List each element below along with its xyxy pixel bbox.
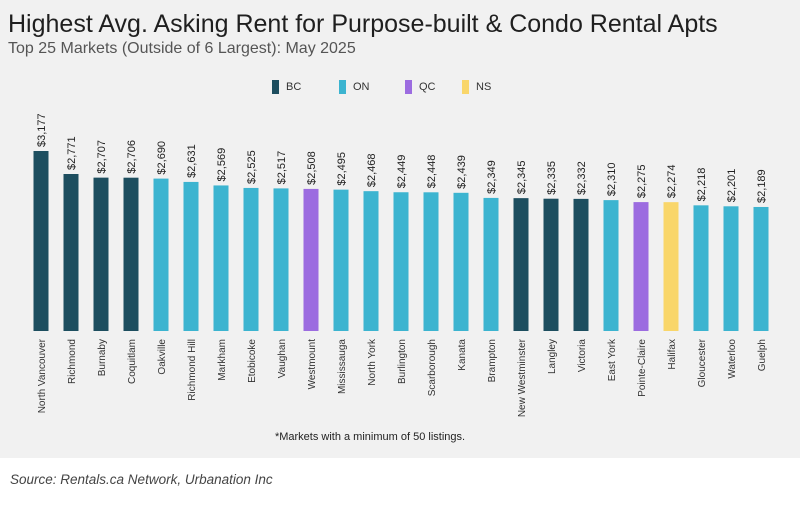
bar-langley [543,198,559,331]
category-labels-group: North Vancouver Richmond Burnaby Coquitlam O… [37,338,768,417]
value-label-guelph: $2,189 [756,169,768,203]
bar-waterloo [723,206,739,331]
bar-richmond-hill [183,181,199,331]
bar-markham [213,185,229,331]
category-label-etobicoke: Etobicoke [247,339,258,383]
chart-card: Highest Avg. Asking Rent for Purpose-bui… [0,0,800,458]
bar-burlington [393,192,409,331]
category-label-richmond: Richmond [67,339,78,384]
category-label-new-westminster: New Westminster [517,338,528,417]
value-label-mississauga: $2,495 [336,152,348,186]
chart-title: Highest Avg. Asking Rent for Purpose-bui… [8,10,718,38]
value-label-richmond: $2,771 [66,136,78,170]
bar-mississauga [333,189,349,331]
category-label-burnaby: Burnaby [97,339,108,376]
legend-item-on: ON [339,80,370,94]
category-label-victoria: Victoria [577,339,588,373]
category-label-guelph: Guelph [757,339,768,371]
bar-etobicoke [243,187,259,331]
bar-east-york [603,200,619,331]
category-label-halifax: Halifax [667,339,678,370]
value-label-vaughan: $2,517 [276,151,288,185]
bar-guelph [753,206,769,331]
category-label-pointe-claire: Pointe-Claire [637,339,648,397]
category-label-burlington: Burlington [397,339,408,384]
category-label-mississauga: Mississauga [337,339,348,394]
value-label-markham: $2,569 [216,148,228,182]
category-label-oakville: Oakville [157,339,168,375]
legend-label-ns: NS [476,81,492,93]
category-label-gloucester: Gloucester [697,338,708,387]
category-label-kanata: Kanata [457,339,468,371]
bars-group [33,151,769,331]
legend-swatch-ns [462,80,469,94]
legend-label-qc: QC [419,81,436,93]
bar-chart: $3,177 $2,771 $2,707 $2,706 $2,690 $2,631 $2,5… [33,113,769,417]
value-label-new-westminster: $2,345 [516,160,528,194]
legend-item-ns: NS [462,80,491,94]
bar-burnaby [93,177,109,331]
bar-westmount [303,188,319,331]
category-label-westmount: Westmount [307,339,318,390]
value-label-east-york: $2,310 [606,162,618,196]
value-label-waterloo: $2,201 [726,169,738,203]
bar-brampton [483,197,499,331]
bar-richmond [63,174,79,331]
legend-swatch-on [339,80,346,94]
legend-label-bc: BC [286,81,302,93]
value-label-halifax: $2,274 [666,165,678,199]
value-label-burnaby: $2,707 [96,140,108,174]
legend-item-qc: QC [405,80,436,94]
bar-oakville [153,178,169,331]
value-label-brampton: $2,349 [486,160,498,194]
legend-swatch-qc [405,80,412,94]
category-label-waterloo: Waterloo [727,339,738,379]
value-label-westmount: $2,508 [306,151,318,185]
category-label-north-york: North York [367,338,378,386]
value-label-north-york: $2,468 [366,154,378,188]
bar-scarborough [423,192,439,331]
value-label-oakville: $2,690 [156,141,168,175]
legend: BC ON QC NS [0,80,800,96]
category-label-richmond-hill: Richmond Hill [187,339,198,401]
category-label-markham: Markham [217,339,228,381]
value-label-coquitlam: $2,706 [126,140,138,174]
category-label-vaughan: Vaughan [277,339,288,378]
value-label-kanata: $2,439 [456,155,468,189]
category-label-east-york: East York [607,338,618,381]
value-label-langley: $2,335 [546,161,558,195]
value-labels-group: $3,177 $2,771 $2,707 $2,706 $2,690 $2,631 $2,5… [36,113,768,203]
category-label-scarborough: Scarborough [427,339,438,396]
bar-coquitlam [123,177,139,331]
bar-kanata [453,192,469,331]
category-label-coquitlam: Coquitlam [127,339,138,384]
footnote: *Markets with a minimum of 50 listings. [274,431,466,443]
legend-item-bc: BC [272,80,301,94]
value-label-pointe-claire: $2,275 [636,164,648,198]
value-label-scarborough: $2,448 [426,155,438,189]
bar-victoria [573,198,589,331]
bar-new-westminster [513,198,529,331]
legend-swatch-bc [272,80,279,94]
bar-vaughan [273,188,289,331]
value-label-gloucester: $2,218 [696,168,708,202]
category-label-brampton: Brampton [487,339,498,382]
category-label-north-vancouver: North Vancouver [37,338,48,413]
value-label-burlington: $2,449 [396,155,408,189]
legend-label-on: ON [353,81,370,93]
bar-north-york [363,191,379,331]
bar-gloucester [693,205,709,331]
bar-halifax [663,202,679,331]
source-note: Source: Rentals.ca Network, Urbanation I… [10,472,273,487]
value-label-victoria: $2,332 [576,161,588,195]
value-label-etobicoke: $2,525 [246,150,258,184]
bar-north-vancouver [33,151,49,331]
chart-subtitle: Top 25 Markets (Outside of 6 Largest): M… [8,40,356,57]
bar-pointe-claire [633,202,649,331]
value-label-north-vancouver: $3,177 [36,113,48,147]
value-label-richmond-hill: $2,631 [186,144,198,178]
category-label-langley: Langley [547,339,558,374]
